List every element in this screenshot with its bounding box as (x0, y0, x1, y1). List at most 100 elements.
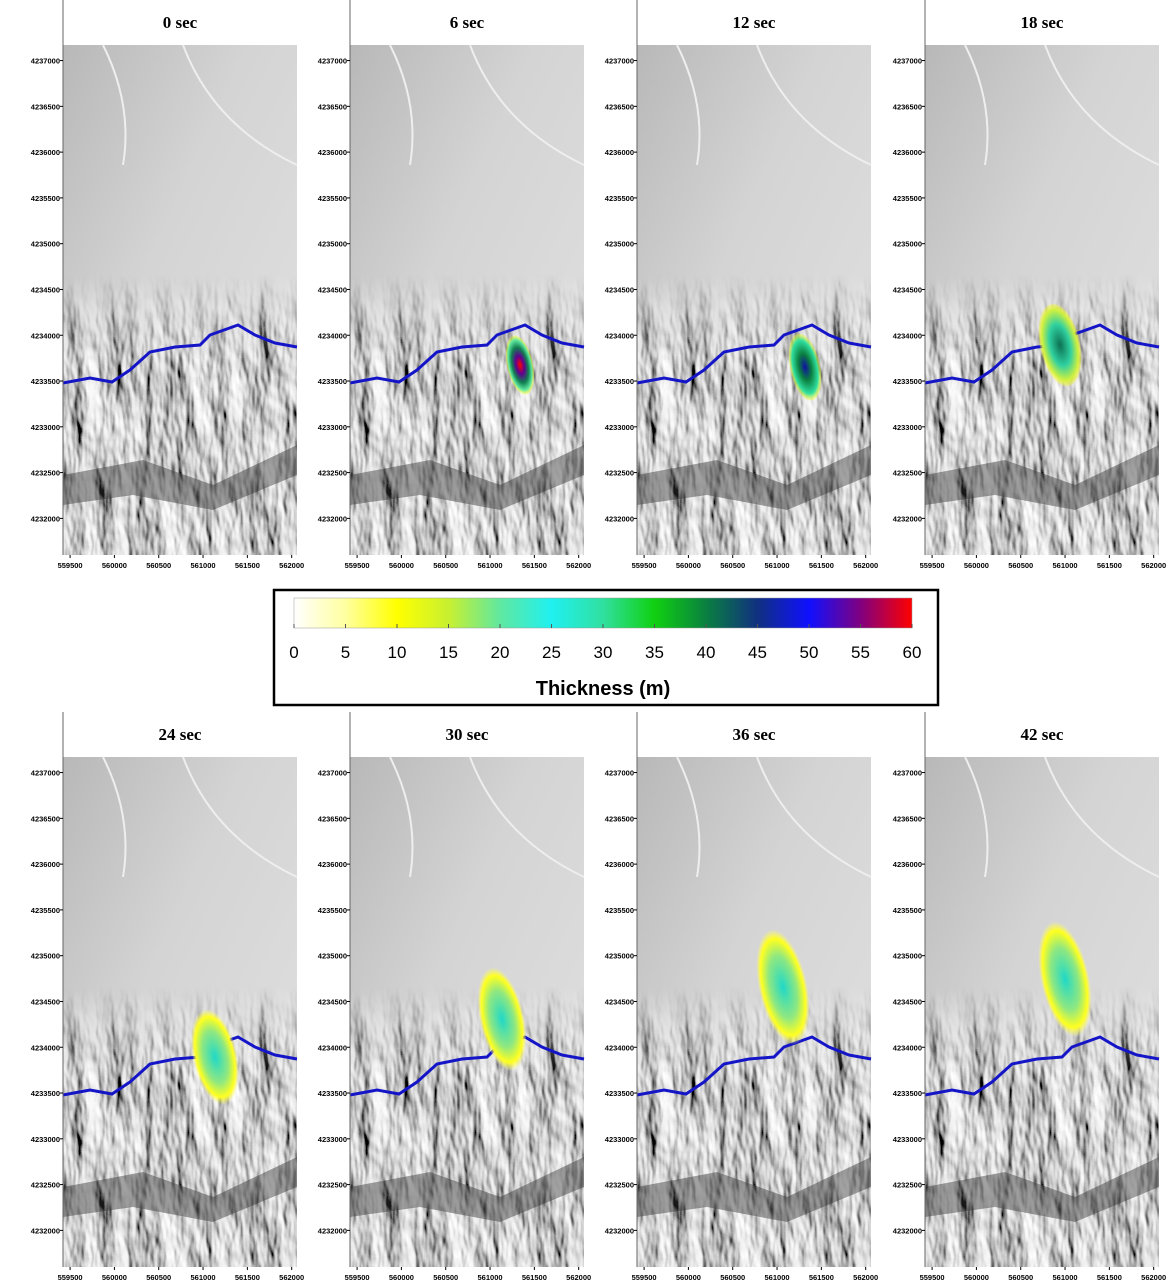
y-tick-label: 4236000 (31, 148, 60, 157)
y-tick-label: 4235500 (31, 194, 60, 203)
map-panel (635, 757, 873, 1267)
x-tick-label: 559500 (58, 1273, 83, 1282)
colorbar-label: Thickness (m) (536, 678, 670, 700)
x-tick-label: 562000 (279, 1273, 304, 1282)
x-tick-label: 560500 (146, 1273, 171, 1282)
y-tick-label: 4236500 (605, 102, 634, 111)
y-tick-label: 4232000 (318, 514, 347, 523)
hillshade (925, 45, 1159, 555)
y-tick-label: 4236500 (318, 102, 347, 111)
hillshade (350, 757, 584, 1267)
panel-title: 18 sec (1021, 13, 1064, 32)
y-tick-label: 4233000 (318, 1135, 347, 1144)
y-tick-label: 4234000 (318, 331, 347, 340)
y-tick-label: 4234500 (318, 997, 347, 1006)
y-tick-label: 4235500 (318, 194, 347, 203)
colorbar-tick-label: 10 (388, 643, 407, 662)
y-tick-label: 4235500 (605, 194, 634, 203)
y-tick-label: 4232500 (318, 1181, 347, 1190)
y-tick-label: 4234000 (605, 331, 634, 340)
y-tick-label: 4234000 (605, 1043, 634, 1052)
map-panel (348, 757, 586, 1267)
colorbar-tick-label: 25 (542, 643, 561, 662)
map-panel (348, 45, 586, 555)
x-tick-label: 561500 (809, 561, 834, 570)
y-tick-label: 4234500 (893, 997, 922, 1006)
y-tick-label: 4235000 (31, 952, 60, 961)
colorbar-tick-label: 15 (439, 643, 458, 662)
panel-title: 24 sec (159, 725, 202, 744)
x-tick-label: 562000 (566, 561, 591, 570)
y-tick-label: 4233500 (318, 1089, 347, 1098)
hillshade (637, 45, 871, 555)
y-tick-label: 4232000 (31, 514, 60, 523)
flow-deposit (191, 1009, 239, 1105)
panel-title: 0 sec (163, 13, 198, 32)
y-tick-label: 4232500 (318, 469, 347, 478)
y-tick-label: 4235000 (605, 240, 634, 249)
x-tick-label: 561500 (235, 1273, 260, 1282)
y-tick-label: 4234500 (605, 997, 634, 1006)
colorbar-tick-label: 55 (851, 643, 870, 662)
x-tick-label: 562000 (1141, 561, 1166, 570)
y-tick-label: 4233500 (893, 377, 922, 386)
x-tick-label: 561000 (1053, 561, 1078, 570)
colorbar-tick-label: 60 (903, 643, 922, 662)
y-tick-label: 4232500 (605, 1181, 634, 1190)
y-tick-label: 4232500 (605, 469, 634, 478)
x-tick-label: 560500 (1008, 1273, 1033, 1282)
y-tick-label: 4233000 (31, 1135, 60, 1144)
y-tick-label: 4232000 (318, 1226, 347, 1235)
x-tick-label: 560500 (720, 561, 745, 570)
panel-title: 36 sec (733, 725, 776, 744)
y-tick-label: 4236500 (31, 102, 60, 111)
x-tick-label: 560000 (964, 561, 989, 570)
y-tick-label: 4232500 (31, 469, 60, 478)
y-tick-label: 4236500 (893, 814, 922, 823)
y-tick-label: 4234500 (318, 285, 347, 294)
x-tick-label: 559500 (920, 561, 945, 570)
x-tick-label: 559500 (632, 1273, 657, 1282)
x-tick-label: 561500 (809, 1273, 834, 1282)
x-tick-label: 560000 (102, 1273, 127, 1282)
x-tick-label: 561000 (191, 561, 216, 570)
y-tick-label: 4235000 (893, 240, 922, 249)
x-tick-label: 560500 (433, 1273, 458, 1282)
flow-deposit (1038, 303, 1082, 387)
y-tick-label: 4235000 (318, 240, 347, 249)
hillshade (637, 757, 871, 1267)
colorbar-tick-label: 30 (594, 643, 613, 662)
x-tick-label: 562000 (853, 561, 878, 570)
y-tick-label: 4234000 (893, 331, 922, 340)
y-tick-label: 4235000 (318, 952, 347, 961)
y-tick-label: 4232000 (893, 1226, 922, 1235)
flow-deposit (756, 930, 810, 1044)
y-tick-label: 4232500 (893, 469, 922, 478)
y-tick-label: 4233500 (318, 377, 347, 386)
y-tick-label: 4235500 (605, 906, 634, 915)
x-tick-label: 559500 (345, 561, 370, 570)
colorbar (293, 597, 913, 629)
x-tick-label: 561000 (191, 1273, 216, 1282)
colorbar-tick-label: 0 (289, 643, 298, 662)
y-tick-label: 4236000 (893, 148, 922, 157)
y-tick-label: 4234500 (31, 285, 60, 294)
y-tick-label: 4233000 (605, 1135, 634, 1144)
x-tick-label: 559500 (58, 561, 83, 570)
map-panel (923, 757, 1161, 1267)
y-tick-label: 4233000 (605, 423, 634, 432)
y-tick-label: 4237000 (318, 57, 347, 66)
y-tick-label: 4232000 (605, 1226, 634, 1235)
y-tick-label: 4232500 (31, 1181, 60, 1190)
y-tick-label: 4236500 (31, 814, 60, 823)
hillshade (63, 45, 297, 555)
x-tick-label: 561000 (1053, 1273, 1078, 1282)
x-tick-label: 561000 (478, 561, 503, 570)
y-tick-label: 4235500 (318, 906, 347, 915)
x-tick-label: 560000 (389, 1273, 414, 1282)
x-tick-label: 562000 (279, 561, 304, 570)
y-tick-label: 4236000 (318, 148, 347, 157)
x-tick-label: 560500 (1008, 561, 1033, 570)
panel-title: 12 sec (733, 13, 776, 32)
